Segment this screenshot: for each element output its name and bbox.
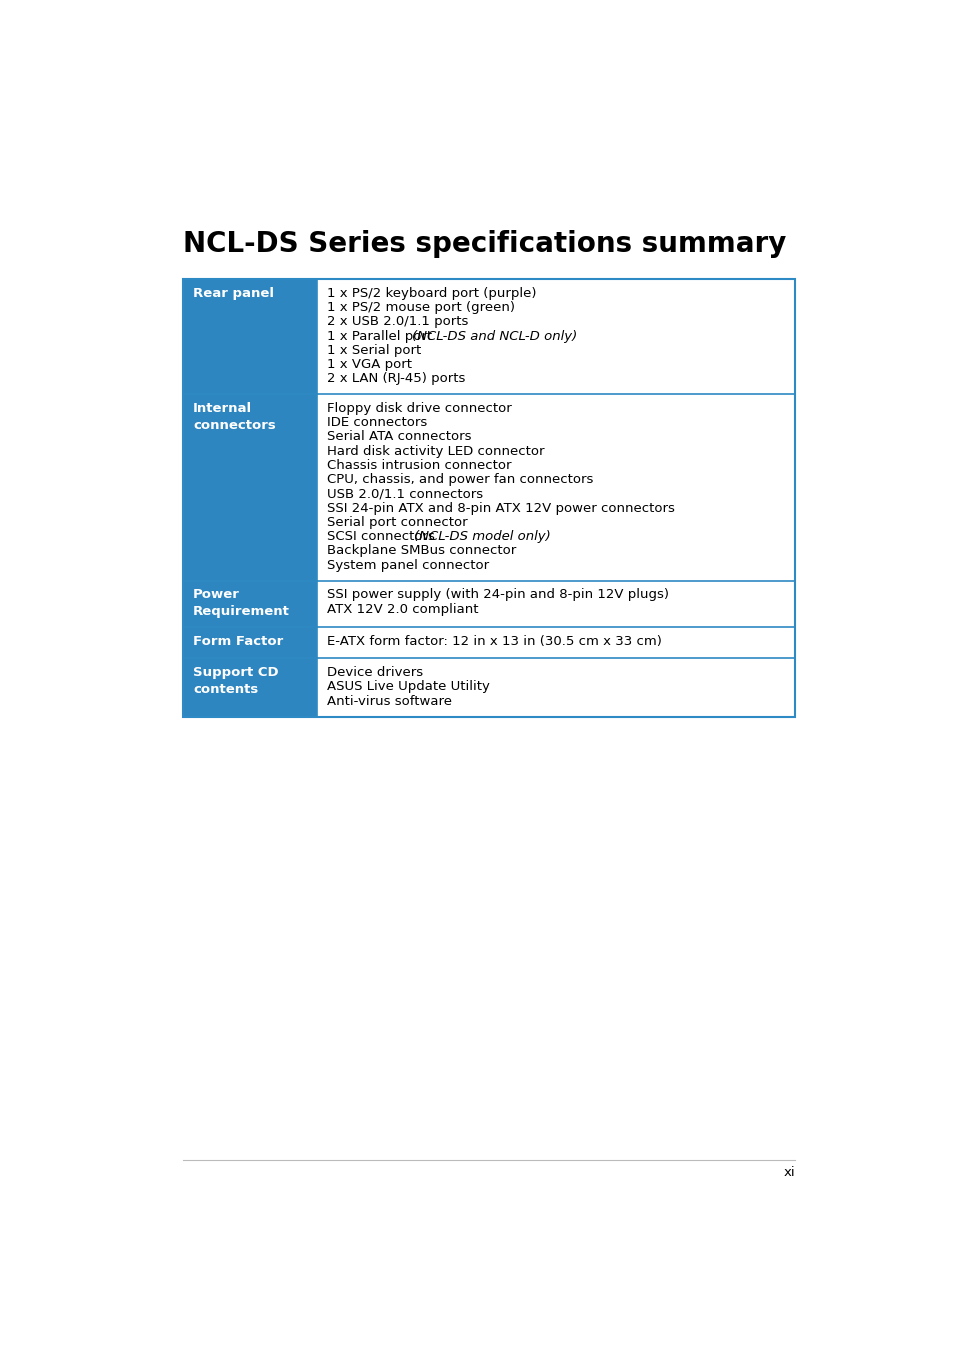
Text: Power
Requirement: Power Requirement: [193, 588, 290, 619]
Bar: [183, 581, 316, 627]
Text: xi: xi: [782, 1166, 794, 1179]
Text: 2 x USB 2.0/1.1 ports: 2 x USB 2.0/1.1 ports: [327, 315, 468, 328]
Text: Chassis intrusion connector: Chassis intrusion connector: [327, 459, 511, 471]
Bar: [316, 627, 794, 658]
Text: Serial port connector: Serial port connector: [327, 516, 467, 530]
Bar: [316, 581, 794, 627]
Bar: [183, 627, 316, 658]
Text: 1 x Serial port: 1 x Serial port: [327, 345, 421, 357]
Text: System panel connector: System panel connector: [327, 559, 489, 571]
Text: Device drivers: Device drivers: [327, 666, 422, 680]
Text: Serial ATA connectors: Serial ATA connectors: [327, 431, 471, 443]
Text: ASUS Live Update Utility: ASUS Live Update Utility: [327, 681, 489, 693]
Text: Internal
connectors: Internal connectors: [193, 403, 275, 432]
Text: Form Factor: Form Factor: [193, 635, 283, 648]
Text: Rear panel: Rear panel: [193, 286, 274, 300]
Text: 1 x VGA port: 1 x VGA port: [327, 358, 412, 372]
Text: 1 x PS/2 mouse port (green): 1 x PS/2 mouse port (green): [327, 301, 515, 313]
Text: SSI power supply (with 24-pin and 8-pin 12V plugs): SSI power supply (with 24-pin and 8-pin …: [327, 588, 668, 601]
Bar: [316, 280, 794, 394]
Text: (NCL-DS model only): (NCL-DS model only): [414, 530, 550, 543]
Bar: [183, 280, 794, 716]
Text: 2 x LAN (RJ-45) ports: 2 x LAN (RJ-45) ports: [327, 373, 465, 385]
Text: Hard disk activity LED connector: Hard disk activity LED connector: [327, 444, 544, 458]
Text: USB 2.0/1.1 connectors: USB 2.0/1.1 connectors: [327, 488, 482, 500]
Text: Support CD
contents: Support CD contents: [193, 666, 278, 696]
Text: 1 x Parallel port: 1 x Parallel port: [327, 330, 436, 343]
Text: Floppy disk drive connector: Floppy disk drive connector: [327, 403, 511, 415]
Bar: [316, 394, 794, 581]
Text: Anti-virus software: Anti-virus software: [327, 694, 452, 708]
Text: CPU, chassis, and power fan connectors: CPU, chassis, and power fan connectors: [327, 473, 593, 486]
Text: SSI 24-pin ATX and 8-pin ATX 12V power connectors: SSI 24-pin ATX and 8-pin ATX 12V power c…: [327, 501, 674, 515]
Bar: [183, 280, 316, 394]
Text: ATX 12V 2.0 compliant: ATX 12V 2.0 compliant: [327, 603, 478, 616]
Bar: [183, 658, 316, 716]
Text: NCL-DS Series specifications summary: NCL-DS Series specifications summary: [183, 230, 785, 258]
Text: E-ATX form factor: 12 in x 13 in (30.5 cm x 33 cm): E-ATX form factor: 12 in x 13 in (30.5 c…: [327, 635, 661, 648]
Bar: [183, 394, 316, 581]
Text: IDE connectors: IDE connectors: [327, 416, 427, 430]
Bar: [316, 658, 794, 716]
Text: Backplane SMBus connector: Backplane SMBus connector: [327, 544, 516, 558]
Text: SCSI connectors: SCSI connectors: [327, 530, 438, 543]
Text: 1 x PS/2 keyboard port (purple): 1 x PS/2 keyboard port (purple): [327, 286, 536, 300]
Text: (NCL-DS and NCL-D only): (NCL-DS and NCL-D only): [412, 330, 577, 343]
